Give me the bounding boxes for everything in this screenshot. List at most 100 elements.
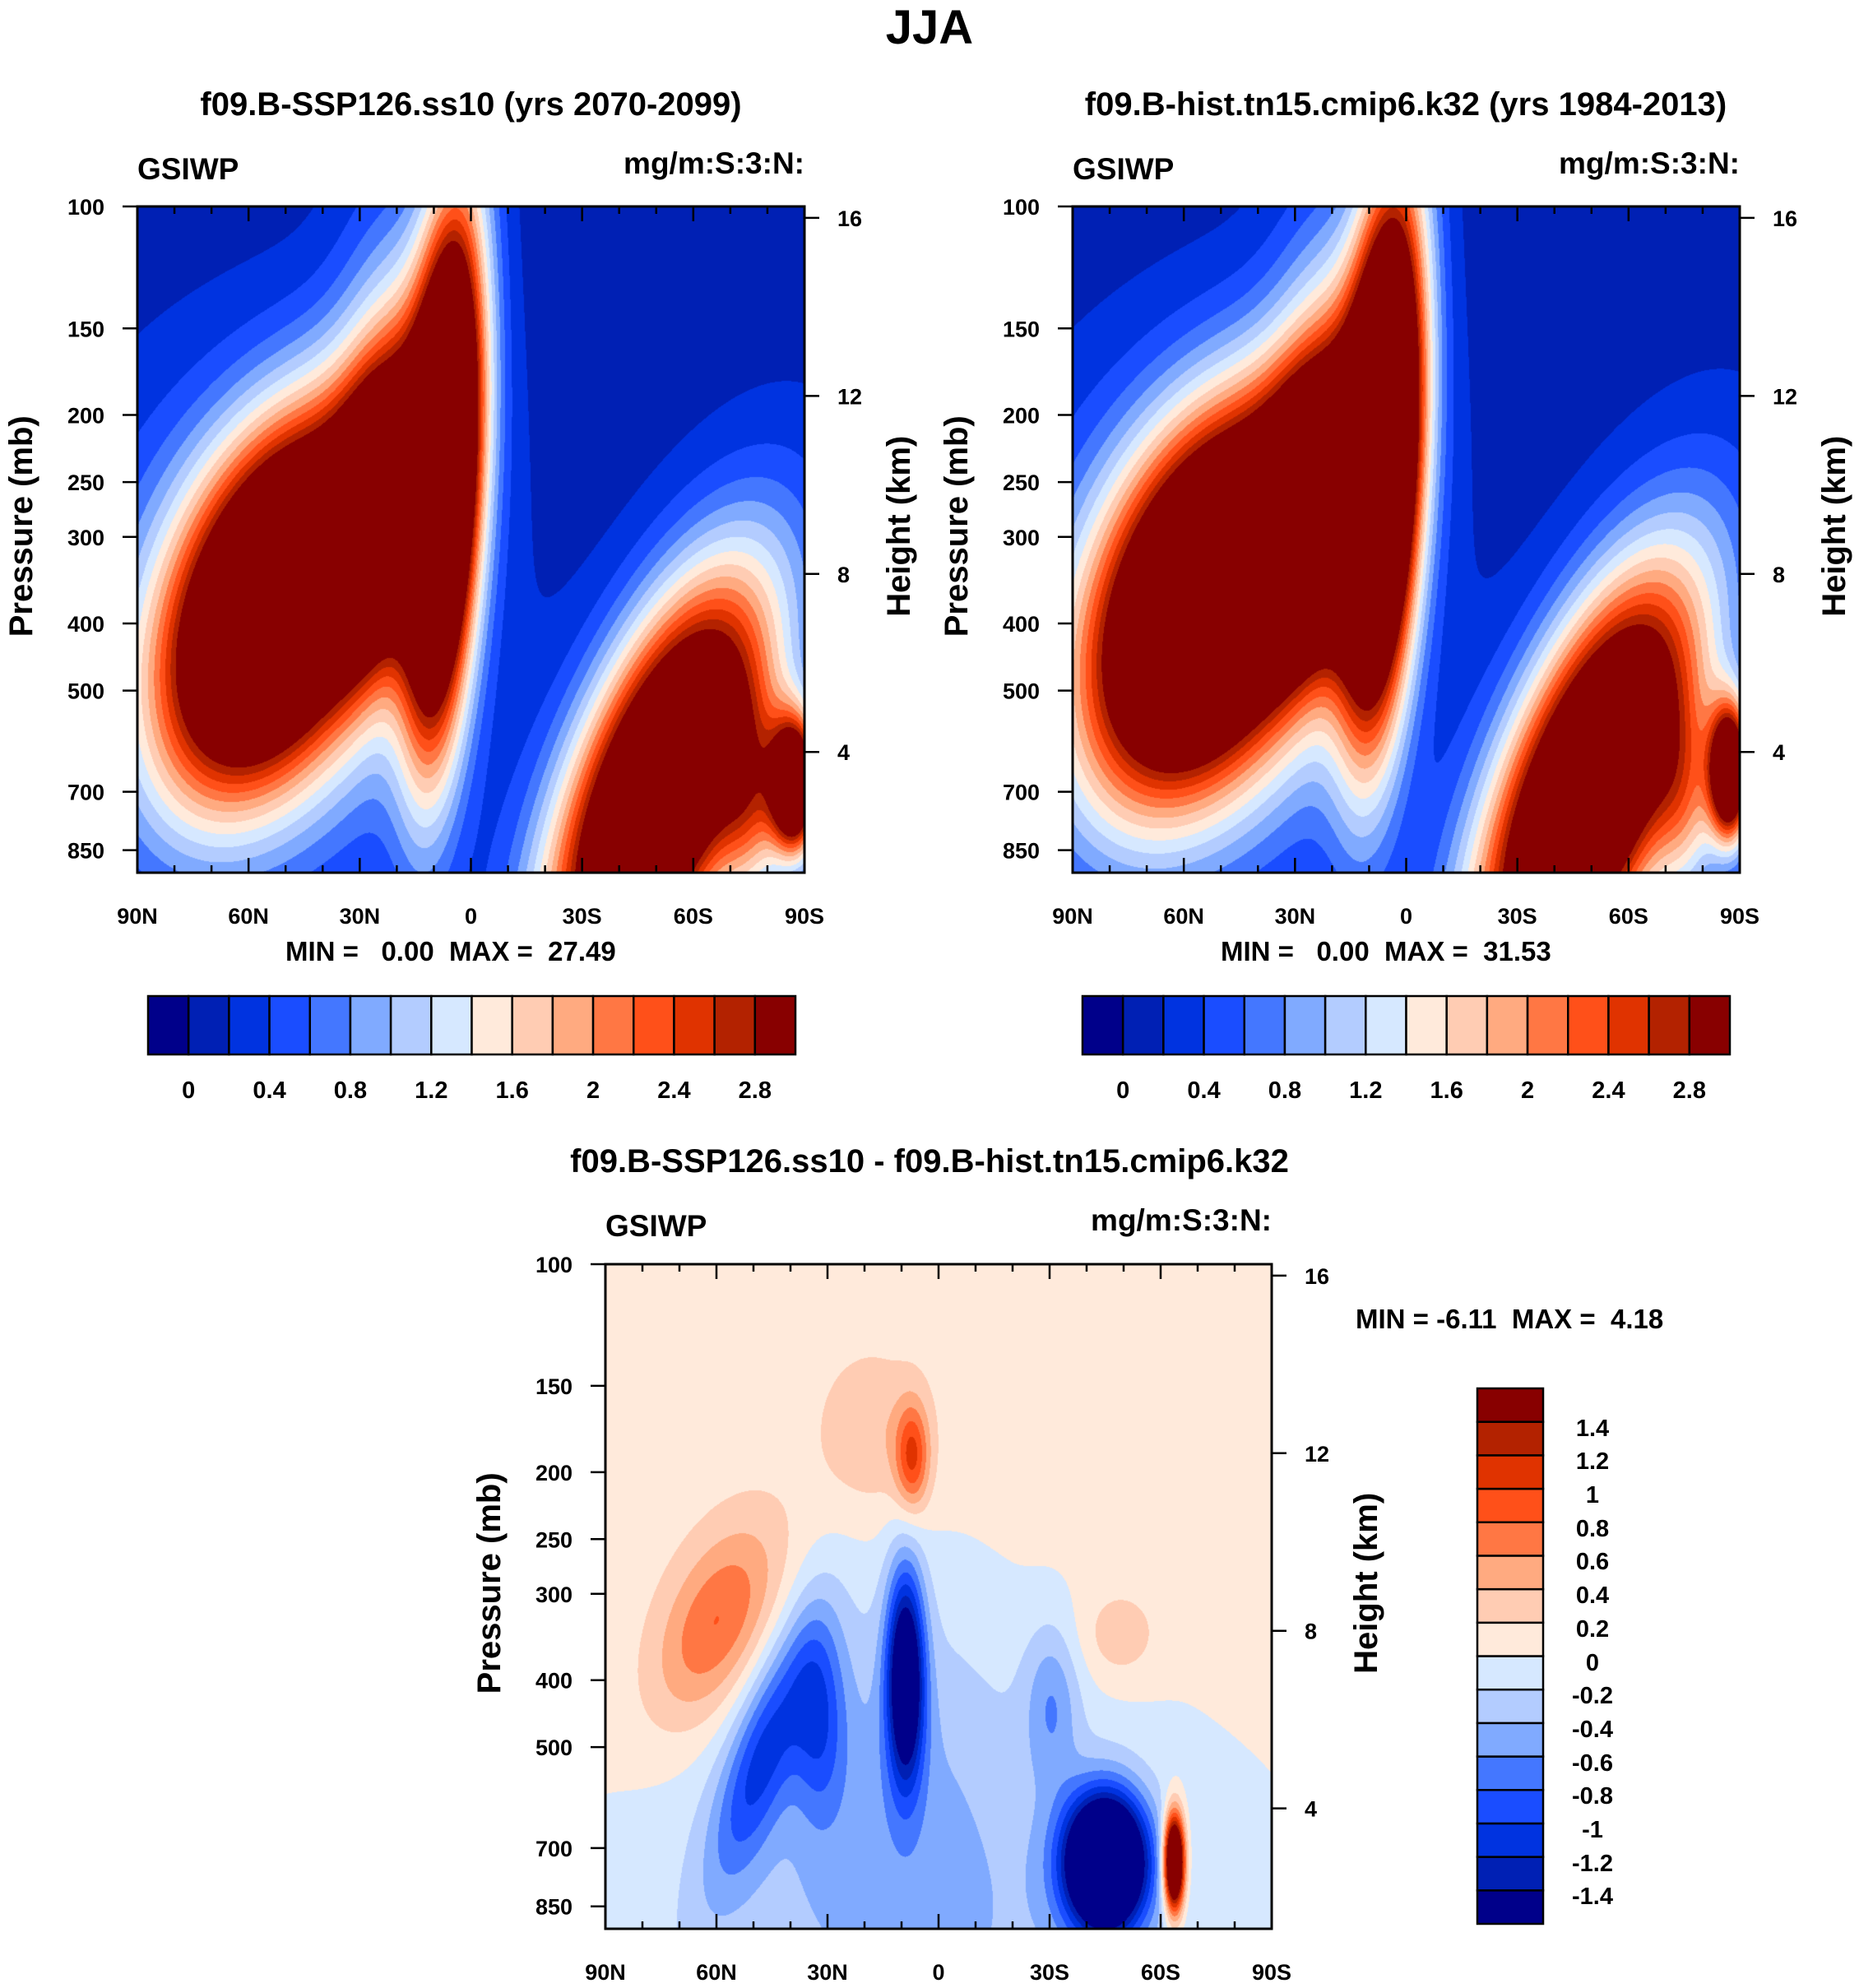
colorbar-label: -0.6 (1572, 1749, 1613, 1777)
colorbar-swatch (633, 994, 675, 1056)
colorbar-swatch (228, 994, 271, 1056)
x-tick-label: 30N (807, 1960, 848, 1985)
colorbar-label: -1 (1582, 1816, 1603, 1843)
colorbar-label: 0.8 (333, 1077, 368, 1104)
colorbar-swatch (1283, 994, 1327, 1056)
colorbar-swatch (1476, 1789, 1545, 1825)
colorbar-swatch (1476, 1822, 1545, 1858)
x-tick-label: 60S (674, 904, 713, 929)
colorbar-swatch (551, 994, 595, 1056)
colorbar-swatch (1243, 994, 1286, 1056)
colorbar-label: 2.8 (738, 1077, 772, 1104)
x-tick-label: 90S (785, 904, 824, 929)
y-right-tick-label: 16 (1305, 1264, 1329, 1289)
colorbar-label: 2.4 (657, 1077, 691, 1104)
y-tick-label: 100 (1003, 195, 1040, 220)
y-right-tick-label: 16 (837, 206, 862, 231)
colorbar-swatches (146, 994, 797, 1056)
x-tick-label: 30N (340, 904, 381, 929)
y-tick-label: 850 (1003, 839, 1040, 864)
y-tick-label: 100 (67, 195, 104, 220)
colorbar-label: 0 (1116, 1077, 1130, 1104)
y-right-tick-label: 4 (1773, 740, 1785, 765)
colorbar-label: 1.6 (1430, 1077, 1463, 1104)
y-tick-label: 500 (1003, 679, 1040, 704)
y-tick-label: 300 (67, 526, 104, 550)
x-tick-label: 90N (585, 1960, 626, 1985)
colorbar-swatch (1405, 994, 1448, 1056)
panel1-units: mg/m:S:3:N: (624, 146, 804, 180)
panel3-variable: GSIWP (605, 1209, 707, 1243)
x-tick-label: 60S (1609, 904, 1648, 929)
y-right-tick-label: 12 (837, 384, 862, 409)
min-label: MIN = (1356, 1304, 1429, 1334)
colorbar-swatch (1567, 994, 1610, 1056)
y-right-tick-label: 8 (837, 563, 850, 587)
y-tick-label: 400 (1003, 612, 1040, 637)
y-tick-label: 850 (67, 839, 104, 864)
x-tick-label: 30S (1030, 1960, 1069, 1985)
colorbar-label: -0.2 (1572, 1683, 1613, 1710)
x-tick-label: 0 (1400, 904, 1412, 929)
colorbar-swatch (389, 994, 433, 1056)
colorbar-swatch (713, 994, 757, 1056)
min-label: MIN = (285, 936, 359, 966)
y-right-tick-label: 12 (1305, 1442, 1329, 1467)
y-right-tick-label: 12 (1773, 384, 1797, 409)
x-tick-label: 60N (1163, 904, 1204, 929)
colorbar-swatch (1476, 1722, 1545, 1758)
x-tick-label: 30N (1275, 904, 1316, 929)
colorbar-label: 1 (1585, 1482, 1600, 1509)
colorbar-swatch (268, 994, 311, 1056)
panel2-colorbar: 0 0.4 0.8 1.2 1.6 2 2.4 2.8 (1081, 994, 1732, 1104)
colorbar-label: -1.2 (1572, 1850, 1613, 1877)
min-label: MIN = (1221, 936, 1294, 966)
y-tick-label: 300 (1003, 526, 1040, 550)
panel3-axes: 90N 60N 30N 0 30S 60S 90S 100 150 200 250 300 400 500… (471, 1253, 1384, 1985)
colorbar-swatch (1476, 1420, 1545, 1457)
colorbar-swatch (511, 994, 554, 1056)
panel1-axes: 90N 60N 30N 0 30S 60S 90S 100 150 200 250 300 400 500… (3, 195, 917, 929)
colorbar-label: 1.6 (495, 1077, 529, 1104)
colorbar-swatch (1476, 1454, 1545, 1490)
colorbar-label: 1.2 (415, 1077, 448, 1104)
colorbar-swatch (146, 994, 190, 1056)
panel1-title: f09.B-SSP126.ss10 (yrs 2070-2099) (200, 86, 742, 123)
y-tick-label: 250 (1003, 470, 1040, 495)
panel1-variable: GSIWP (137, 152, 239, 186)
y-right-axis-title: Height (km) (1348, 1493, 1384, 1674)
colorbar-label: 0 (182, 1077, 196, 1104)
panel1-contour-field (137, 206, 804, 873)
y-tick-label: 200 (535, 1461, 573, 1485)
min-value: -6.11 (1436, 1304, 1497, 1334)
y-axis-title: Pressure (mb) (939, 415, 975, 637)
x-tick-label: 90N (1052, 904, 1093, 929)
y-right-tick-label: 4 (1305, 1797, 1317, 1822)
y-right-axis-title: Height (km) (881, 436, 917, 617)
colorbar-label: 0.4 (1187, 1077, 1221, 1104)
panel3-colorbar: 1.4 1.2 1 0.8 0.6 0.4 0.2 0 -0.2 -0.4 -0.6 -0.8 -1 -1… (1476, 1387, 1613, 1925)
colorbar-swatch (1476, 1856, 1545, 1892)
y-tick-label: 400 (535, 1669, 573, 1694)
x-tick-label: 30S (563, 904, 602, 929)
colorbar-swatch (1476, 1755, 1545, 1791)
panel3-stats: MIN = -6.11 MAX = 4.18 (1356, 1304, 1663, 1335)
colorbar-label: 2 (1520, 1077, 1535, 1104)
y-right-tick-label: 8 (1305, 1620, 1317, 1644)
colorbar-swatch (1365, 994, 1407, 1056)
max-value: 31.53 (1483, 936, 1551, 966)
y-tick-label: 300 (535, 1583, 573, 1607)
x-tick-label: 90S (1720, 904, 1759, 929)
colorbar-swatch (1445, 994, 1489, 1056)
colorbar-label: 2 (586, 1077, 600, 1104)
colorbar-swatch (1476, 1387, 1545, 1423)
figure-title: JJA (885, 1, 974, 54)
colorbar-swatch (349, 994, 392, 1056)
x-tick-label: 0 (932, 1960, 944, 1985)
colorbar-label: 0.8 (1575, 1515, 1610, 1542)
colorbar-label: 0.2 (1575, 1615, 1610, 1643)
colorbar-swatches (1081, 994, 1732, 1056)
colorbar-label: 1.2 (1349, 1077, 1383, 1104)
y-tick-label: 200 (67, 403, 104, 428)
colorbar-label: 0.4 (253, 1077, 286, 1104)
